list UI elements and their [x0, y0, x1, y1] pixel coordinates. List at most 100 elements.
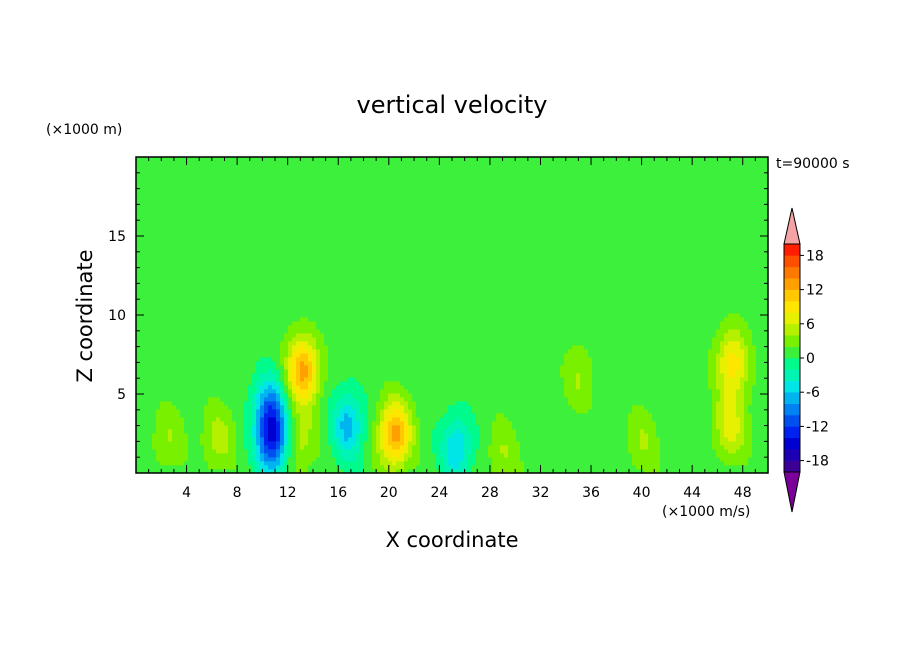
field-cell: [296, 449, 301, 454]
field-cell: [272, 213, 277, 218]
field-cell: [344, 273, 349, 278]
field-cell: [256, 429, 261, 434]
field-cell: [372, 369, 377, 374]
field-cell: [288, 325, 293, 330]
field-cell: [200, 257, 205, 262]
field-cell: [196, 385, 201, 390]
field-cell: [188, 469, 193, 473]
field-cell: [352, 337, 357, 342]
field-cell: [320, 165, 325, 170]
field-cell: [364, 409, 369, 414]
field-cell: [152, 249, 157, 254]
field-cell: [164, 361, 169, 366]
field-cell: [368, 169, 373, 174]
field-cell: [348, 429, 353, 434]
field-cell: [152, 205, 157, 210]
field-cell: [196, 425, 201, 430]
field-cell: [324, 309, 329, 314]
field-cell: [168, 225, 173, 230]
field-cell: [360, 381, 365, 386]
field-cell: [336, 361, 341, 366]
field-cell: [368, 421, 373, 426]
field-cell: [216, 453, 221, 458]
field-cell: [200, 273, 205, 278]
field-cell: [376, 337, 381, 342]
field-cell: [264, 421, 269, 426]
field-cell: [360, 413, 365, 418]
field-cell: [340, 461, 345, 466]
field-cell: [312, 353, 317, 358]
field-cell: [324, 249, 329, 254]
field-cell: [164, 225, 169, 230]
field-cell: [276, 285, 281, 290]
field-cell: [144, 317, 149, 322]
field-cell: [220, 209, 225, 214]
field-cell: [280, 293, 285, 298]
field-cell: [344, 205, 349, 210]
field-cell: [372, 469, 377, 473]
field-cell: [140, 177, 145, 182]
field-cell: [232, 165, 237, 170]
field-cell: [304, 177, 309, 182]
field-cell: [248, 277, 253, 282]
field-cell: [352, 409, 357, 414]
field-cell: [168, 365, 173, 370]
field-cell: [344, 261, 349, 266]
field-cell: [360, 329, 365, 334]
field-cell: [244, 193, 249, 198]
field-cell: [336, 393, 341, 398]
field-cell: [208, 253, 213, 258]
field-cell: [240, 401, 245, 406]
field-cell: [348, 405, 353, 410]
field-cell: [272, 325, 277, 330]
field-cell: [140, 357, 145, 362]
field-cell: [184, 285, 189, 290]
field-cell: [144, 409, 149, 414]
field-cell: [228, 413, 233, 418]
field-cell: [220, 433, 225, 438]
field-cell: [296, 397, 301, 402]
field-cell: [204, 409, 209, 414]
field-cell: [192, 329, 197, 334]
field-cell: [268, 261, 273, 266]
field-cell: [300, 253, 305, 258]
field-cell: [296, 417, 301, 422]
field-cell: [240, 301, 245, 306]
field-cell: [384, 217, 389, 222]
field-cell: [280, 457, 285, 462]
field-cell: [136, 233, 141, 238]
field-cell: [148, 273, 153, 278]
field-cell: [284, 205, 289, 210]
field-cell: [316, 229, 321, 234]
field-cell: [204, 385, 209, 390]
field-cell: [360, 449, 365, 454]
field-cell: [192, 441, 197, 446]
field-cell: [328, 469, 333, 473]
field-cell: [200, 209, 205, 214]
field-cell: [272, 269, 277, 274]
field-cell: [220, 377, 225, 382]
field-cell: [192, 353, 197, 358]
field-cell: [304, 397, 309, 402]
field-cell: [372, 281, 377, 286]
field-cell: [284, 433, 289, 438]
field-cell: [204, 205, 209, 210]
field-cell: [144, 329, 149, 334]
field-cell: [312, 225, 317, 230]
field-cell: [240, 289, 245, 294]
field-cell: [360, 297, 365, 302]
field-cell: [244, 349, 249, 354]
field-cell: [188, 461, 193, 466]
field-cell: [136, 225, 141, 230]
field-cell: [340, 369, 345, 374]
field-cell: [228, 433, 233, 438]
field-cell: [324, 397, 329, 402]
field-cell: [344, 333, 349, 338]
field-cell: [312, 445, 317, 450]
field-cell: [316, 417, 321, 422]
field-cell: [268, 269, 273, 274]
field-cell: [188, 193, 193, 198]
field-cell: [356, 457, 361, 462]
field-cell: [364, 165, 369, 170]
field-cell: [288, 169, 293, 174]
